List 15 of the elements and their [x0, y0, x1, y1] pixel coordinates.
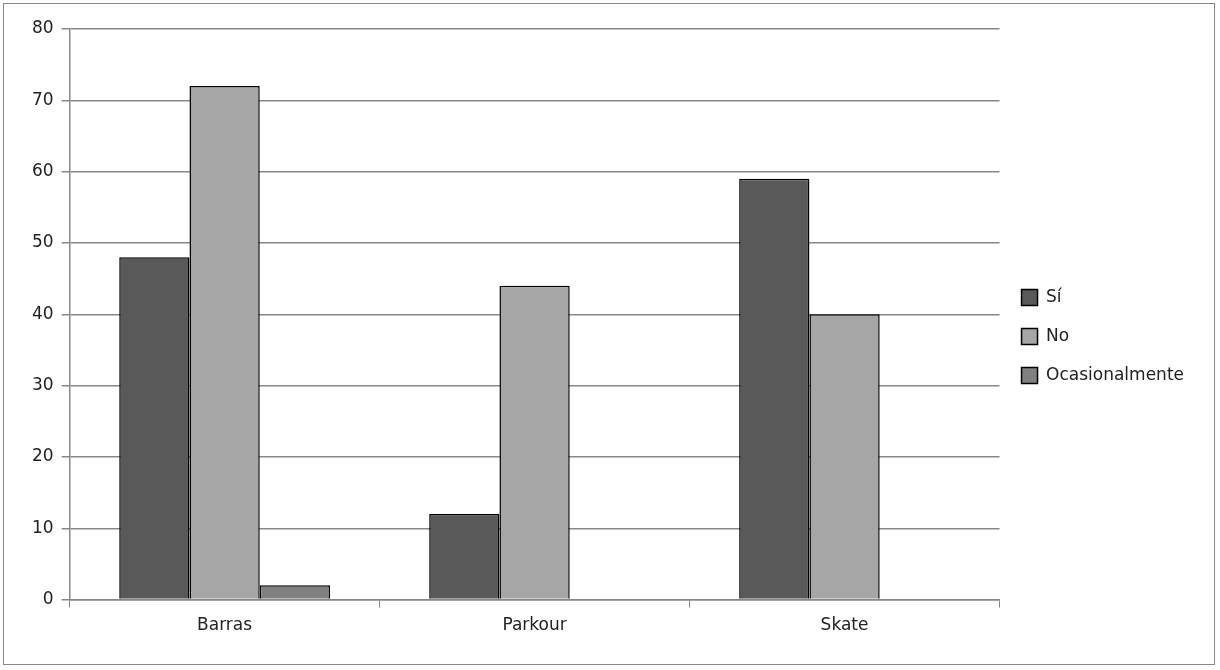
x-tick-label: Parkour	[502, 614, 567, 635]
y-tick-label: 50	[31, 231, 54, 252]
legend-label: Ocasionalmente	[1046, 363, 1185, 384]
y-tick-label: 60	[31, 160, 54, 181]
x-tick-label: Barras	[197, 614, 253, 635]
y-tick-label: 80	[31, 17, 54, 38]
y-tick-label: 10	[31, 516, 54, 537]
legend-label: No	[1046, 324, 1070, 345]
x-tick-label: Skate	[820, 614, 869, 635]
legend-label: Sí	[1046, 285, 1063, 306]
y-tick-label: 20	[31, 445, 54, 466]
y-tick-label: 40	[31, 302, 54, 323]
y-tick-label: 0	[42, 588, 54, 609]
y-tick-label: 70	[31, 88, 54, 109]
y-tick-label: 30	[31, 374, 54, 395]
